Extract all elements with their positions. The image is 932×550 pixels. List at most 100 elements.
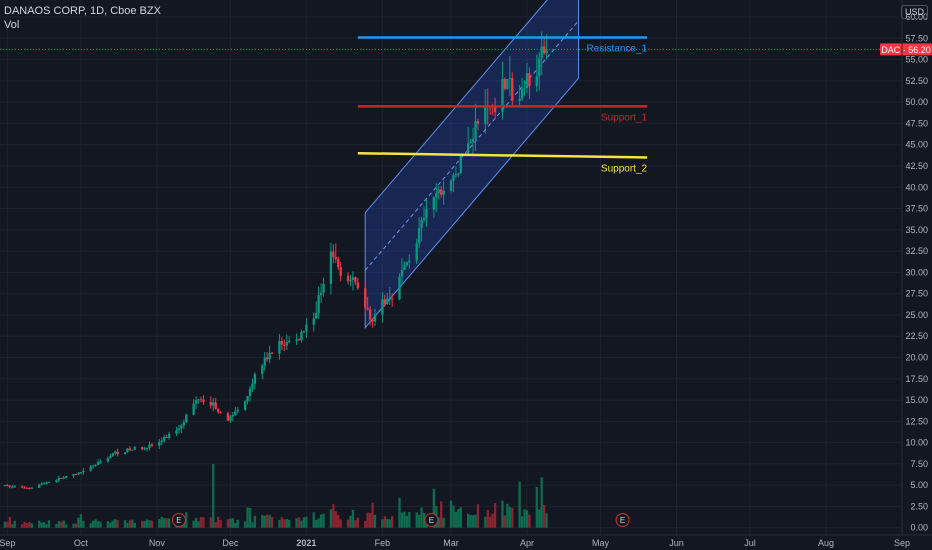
candle-body: [140, 447, 144, 450]
candle-body: [373, 314, 377, 322]
candle-body: [57, 477, 60, 481]
volume-bar: [317, 518, 320, 528]
candle-body: [243, 401, 247, 410]
volume-bar: [295, 518, 298, 528]
volume-bar: [182, 522, 185, 528]
candle-body: [371, 319, 374, 322]
earnings-marker: [615, 513, 630, 527]
candle-body: [180, 425, 183, 429]
volume-bar: [246, 507, 249, 528]
volume-bar: [94, 519, 97, 528]
level-label: Resistance_1: [586, 43, 647, 54]
volume-bar: [163, 518, 166, 528]
candle-body: [185, 414, 188, 423]
volume-bar: [315, 520, 318, 528]
candle-body: [466, 143, 470, 155]
volume-bar: [123, 520, 127, 528]
candle-body: [332, 251, 335, 257]
candle-body: [329, 251, 333, 284]
volume-bar: [214, 522, 217, 528]
volume-bar: [143, 520, 146, 528]
volume-bar: [371, 502, 374, 528]
volume-bar: [243, 521, 247, 528]
volume-bar: [471, 515, 475, 528]
volume-bar: [253, 516, 257, 528]
volume-bar: [373, 514, 377, 528]
candle-body: [47, 481, 51, 483]
volume-bar: [400, 512, 404, 528]
volume-bar: [538, 509, 541, 528]
x-tick-label: Nov: [149, 538, 166, 548]
volume-bar: [520, 516, 524, 528]
candle-body: [528, 73, 531, 87]
candle-body: [408, 260, 411, 263]
candle-body: [91, 465, 95, 467]
candle-body: [62, 477, 65, 479]
candle-body: [351, 277, 355, 280]
volume-bar: [474, 514, 477, 528]
candle-body: [77, 473, 80, 475]
y-tick-label: 15.00: [905, 395, 928, 405]
volume-bar: [13, 520, 16, 528]
volume-bar: [511, 507, 514, 528]
candle-body: [165, 436, 168, 438]
y-tick-label: 40.00: [905, 182, 928, 192]
candle-body: [148, 444, 151, 448]
volume-bar: [38, 520, 41, 528]
x-tick-label: Sep: [894, 538, 910, 548]
volume-bar: [109, 522, 112, 528]
candle-body: [545, 49, 548, 54]
y-tick-label: 7.50: [910, 459, 928, 469]
volume-bar: [398, 497, 401, 528]
volume-bar: [280, 517, 284, 528]
candle-body: [452, 175, 455, 181]
currency-button[interactable]: USD: [900, 5, 928, 19]
candle-body: [391, 298, 394, 300]
volume-bar: [165, 518, 168, 528]
volume-bar: [6, 521, 9, 528]
candle-body: [386, 298, 389, 304]
volume-bar: [82, 520, 85, 528]
volume-bar: [452, 505, 455, 528]
volume-bar: [346, 519, 350, 528]
candle-body: [236, 409, 239, 412]
volume-bar: [466, 513, 470, 528]
volume-bar: [337, 515, 340, 528]
symbol-header[interactable]: DANAOS CORP, 1D, Cboe BZX: [4, 5, 161, 17]
parallel-channel[interactable]: [364, 0, 579, 330]
volume-bar: [403, 511, 406, 528]
candle-body: [506, 79, 509, 89]
volume-bar: [542, 504, 546, 528]
candle-body: [28, 488, 31, 490]
y-tick-label: 42.50: [905, 161, 928, 171]
candle-body: [315, 312, 318, 319]
volume-bar: [72, 523, 75, 528]
candle-body: [417, 227, 421, 244]
volume-bar: [192, 520, 195, 528]
candle-body: [175, 430, 178, 434]
candle-body: [356, 282, 360, 289]
candle-body: [234, 411, 237, 416]
volume-bar: [366, 512, 369, 528]
candle-body: [229, 416, 232, 421]
y-tick-label: 57.50: [905, 33, 928, 43]
candle-body: [542, 46, 546, 54]
candle-body: [523, 88, 526, 90]
volume-bar: [449, 500, 453, 528]
volume-bar: [131, 519, 134, 528]
volume-bar: [489, 516, 492, 528]
candle-body: [38, 484, 41, 488]
volume-bar: [339, 519, 342, 528]
horizontal-levels[interactable]: Resistance_1 Support_1 Support_2 DAC · 56.2…: [0, 36, 932, 174]
candle-body: [160, 440, 163, 442]
symbol-name: DANAOS CORP: [4, 5, 84, 17]
volume-bar: [305, 516, 308, 528]
volume-bar: [55, 524, 58, 528]
x-tick-label: Jun: [669, 538, 684, 548]
volume-bar: [454, 511, 458, 528]
candle-body: [3, 485, 7, 487]
candle-body: [484, 105, 487, 124]
volume-indicator-label[interactable]: Vol: [4, 19, 20, 31]
